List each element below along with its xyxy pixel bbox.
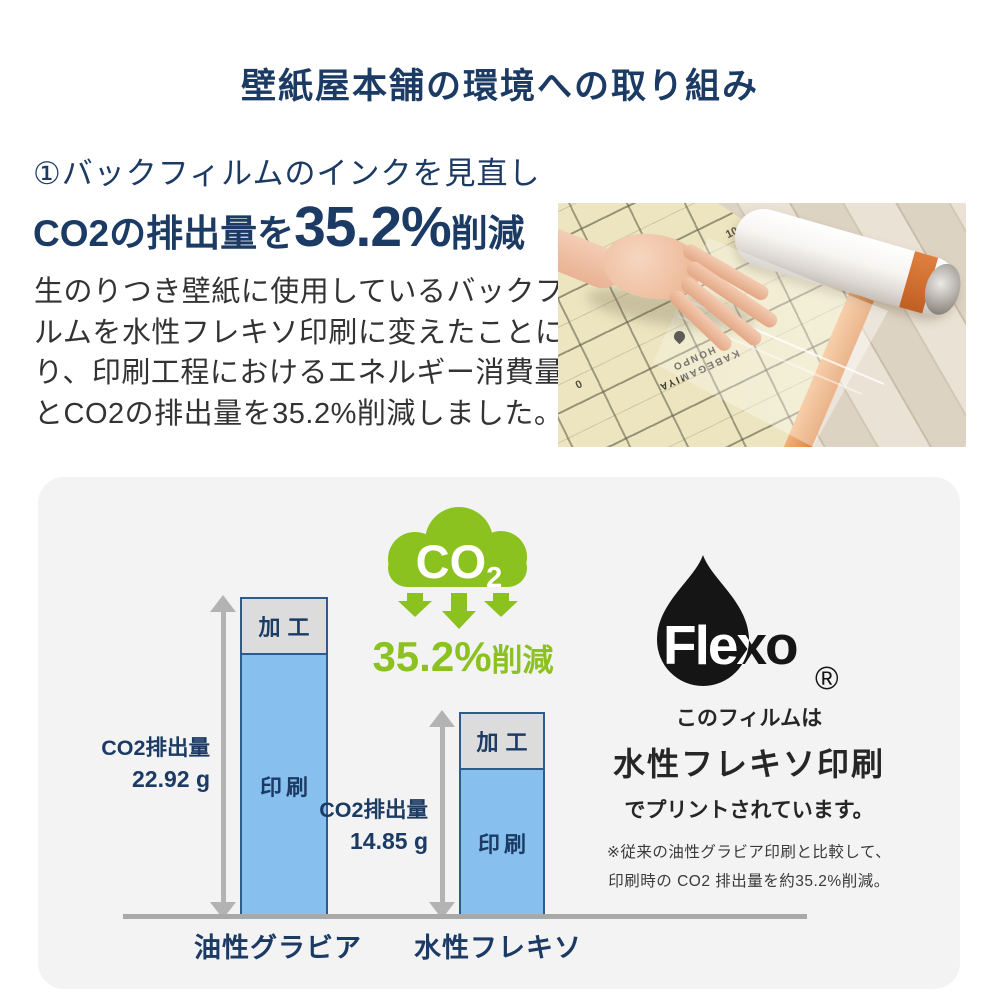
reduction-percent: 35.2% — [372, 633, 492, 680]
body-line: ルムを水性フレキソ印刷に変えたことによ — [34, 316, 594, 349]
chart-baseline — [123, 914, 807, 919]
emission-value: 14.85 g — [350, 828, 428, 854]
svg-text:Flexo: Flexo — [663, 614, 797, 676]
down-arrow-icon — [398, 593, 432, 617]
bar-water-flexo: 加工 印刷 — [459, 712, 545, 918]
flexo-caption-1: このフィルムは — [675, 707, 823, 730]
reduction-suffix: 削減 — [491, 643, 554, 678]
headline-percent: 35.2% — [294, 195, 452, 259]
product-photo: KABEGAMIYA HONPO 10 0 — [558, 203, 966, 447]
infographic-panel: CO2排出量 22.92 g 加工 印刷 CO2排出量 14.85 g 加工 印… — [38, 477, 960, 989]
body-line: 生のりつき壁紙に使用しているバックフィ — [34, 276, 594, 308]
flexo-logo: Flexo Flexo ® — [657, 555, 839, 693]
emission-total-water: CO2排出量 14.85 g — [274, 795, 428, 857]
segment-processing: 加工 — [242, 599, 326, 655]
emission-total-oil: CO2排出量 22.92 g — [56, 733, 210, 795]
flexo-caption-3: でプリントされています。 — [624, 799, 874, 822]
down-arrow-icon — [484, 593, 518, 617]
segment-processing: 加工 — [461, 714, 543, 770]
svg-text:CO2: CO2 — [416, 535, 503, 594]
flexo-footnote-2: 印刷時の CO2 排出量を約35.2%削減。 — [608, 873, 890, 890]
category-label-water: 水性フレキソ — [414, 933, 582, 963]
flexo-droplet-icon — [657, 555, 749, 687]
svg-text:Flexo: Flexo — [663, 614, 797, 676]
arrow-up-icon — [210, 595, 236, 612]
emission-value: 22.92 g — [132, 766, 210, 792]
reduction-badge-text: 35.2%削減 — [333, 633, 593, 681]
co2-reduction-headline: CO2の排出量を35.2%削減 — [33, 194, 525, 260]
flexo-caption-2: 水性フレキソ印刷 — [612, 746, 885, 782]
segment-printing: 印刷 — [477, 832, 530, 857]
dimension-arrow-water — [429, 710, 455, 919]
down-arrow-icon — [442, 593, 476, 629]
section-heading: ①バックフィルムのインクを見直し — [33, 156, 541, 191]
co2-cloud-icon: CO2 — [388, 507, 527, 629]
segment-printing: 印刷 — [259, 774, 312, 800]
emission-label: CO2排出量 — [319, 798, 428, 822]
arrow-up-icon — [429, 710, 455, 727]
registered-trademark: ® — [815, 660, 839, 693]
category-label-oil: 油性グラビア — [194, 933, 362, 963]
page-title: 壁紙屋本舗の環境への取り組み — [240, 67, 759, 106]
intro-paragraph: 生のりつき壁紙に使用しているバックフィ ルムを水性フレキソ印刷に変えたことによ … — [34, 272, 594, 434]
flexo-column: Flexo Flexo ® このフィルムは 水性フレキソ印刷 でプリントされてい… — [538, 477, 960, 891]
body-line: り、印刷工程におけるエネルギー消費量 — [34, 357, 564, 389]
dimension-arrow-oil — [210, 595, 236, 919]
flexo-footnote-1: ※従来の油性グラビア印刷と比較して、 — [606, 844, 892, 861]
headline-suffix: 削減 — [450, 213, 525, 254]
emission-label: CO2排出量 — [101, 736, 210, 760]
headline-prefix: CO2の排出量を — [33, 213, 295, 254]
body-line: とCO2の排出量を35.2%削減しました。 — [34, 397, 564, 430]
bar-oil-gravure: 加工 印刷 — [240, 597, 328, 918]
